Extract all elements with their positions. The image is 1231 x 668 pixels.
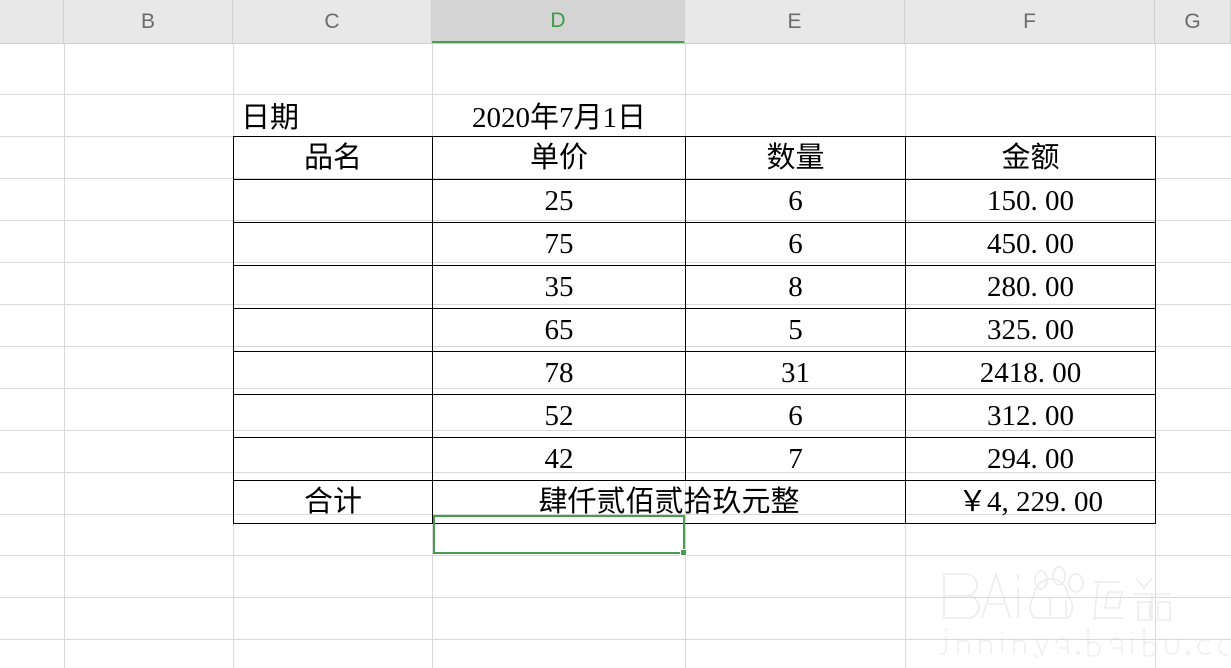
cell-product[interactable] <box>233 351 433 395</box>
cell-quantity[interactable]: 6 <box>685 179 906 223</box>
cell-product[interactable] <box>233 179 433 223</box>
cell-unit-price[interactable]: 75 <box>432 222 686 266</box>
gridline-row <box>0 639 1231 640</box>
table-header-row: 品名 单价 数量 金额 <box>233 136 1156 180</box>
table-total-row: 合计 肆仟贰佰贰拾玖元整 ￥4, 229. 00 <box>233 480 1156 524</box>
column-header-a-partial[interactable] <box>0 0 64 44</box>
cell-product[interactable] <box>233 265 433 309</box>
column-header-c[interactable]: C <box>233 0 432 44</box>
cell-amount[interactable]: 450. 00 <box>905 222 1156 266</box>
cell-unit-price[interactable]: 25 <box>432 179 686 223</box>
table-row: 65 5 325. 00 <box>233 308 1156 352</box>
table-row: 35 8 280. 00 <box>233 265 1156 309</box>
cell-amount[interactable]: 2418. 00 <box>905 351 1156 395</box>
cell-product[interactable] <box>233 222 433 266</box>
column-header-b[interactable]: B <box>64 0 233 44</box>
cell-quantity[interactable]: 6 <box>685 394 906 438</box>
cell-quantity[interactable]: 6 <box>685 222 906 266</box>
cell-date-label[interactable]: 日期 <box>241 102 300 134</box>
cell-total-label[interactable]: 合计 <box>233 480 433 524</box>
cell-amount[interactable]: 150. 00 <box>905 179 1156 223</box>
table-row: 75 6 450. 00 <box>233 222 1156 266</box>
gridline-col <box>64 44 65 668</box>
table-row: 42 7 294. 00 <box>233 437 1156 481</box>
fill-handle[interactable] <box>680 549 687 556</box>
column-title-quantity[interactable]: 数量 <box>685 136 906 180</box>
cell-amount[interactable]: 294. 00 <box>905 437 1156 481</box>
gridline-col <box>1155 44 1156 668</box>
column-header-g-partial[interactable]: G <box>1155 0 1231 44</box>
header-divider <box>0 43 1231 44</box>
cell-quantity[interactable]: 7 <box>685 437 906 481</box>
gridline-row <box>0 555 1231 556</box>
column-header-d[interactable]: D <box>432 0 685 44</box>
cell-unit-price[interactable]: 35 <box>432 265 686 309</box>
active-cell-selection[interactable] <box>433 515 687 556</box>
cell-quantity[interactable]: 5 <box>685 308 906 352</box>
cell-product[interactable] <box>233 308 433 352</box>
table-row: 52 6 312. 00 <box>233 394 1156 438</box>
cell-amount[interactable]: 325. 00 <box>905 308 1156 352</box>
table-row: 78 31 2418. 00 <box>233 351 1156 395</box>
column-header-f[interactable]: F <box>905 0 1155 44</box>
column-title-product[interactable]: 品名 <box>233 136 433 180</box>
cell-date-value[interactable]: 2020年7月1日 <box>471 102 646 134</box>
cell-product[interactable] <box>233 437 433 481</box>
cell-amount[interactable]: 280. 00 <box>905 265 1156 309</box>
cell-quantity[interactable]: 8 <box>685 265 906 309</box>
cell-amount[interactable]: 312. 00 <box>905 394 1156 438</box>
table-row: 25 6 150. 00 <box>233 179 1156 223</box>
column-title-amount[interactable]: 金额 <box>905 136 1156 180</box>
cell-unit-price[interactable]: 42 <box>432 437 686 481</box>
cell-unit-price[interactable]: 65 <box>432 308 686 352</box>
cell-product[interactable] <box>233 394 433 438</box>
gridline-row <box>0 597 1231 598</box>
cell-unit-price[interactable]: 78 <box>432 351 686 395</box>
invoice-table: 品名 单价 数量 金额 25 6 150. 00 75 6 450. 00 35… <box>233 136 1156 524</box>
cell-total-amount[interactable]: ￥4, 229. 00 <box>905 480 1156 524</box>
column-header-strip: B C D E F G <box>0 0 1231 44</box>
cell-unit-price[interactable]: 52 <box>432 394 686 438</box>
column-header-e[interactable]: E <box>685 0 905 44</box>
cell-quantity[interactable]: 31 <box>685 351 906 395</box>
column-title-unit-price[interactable]: 单价 <box>432 136 686 180</box>
gridline-row <box>0 94 1231 95</box>
